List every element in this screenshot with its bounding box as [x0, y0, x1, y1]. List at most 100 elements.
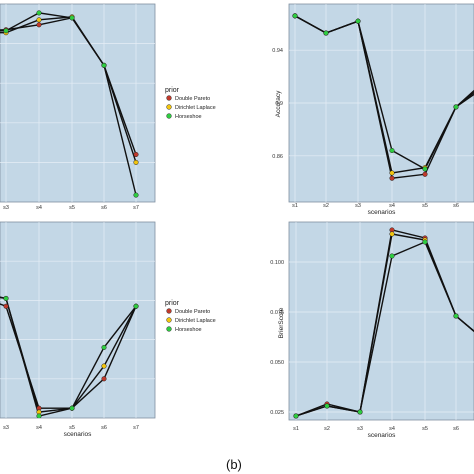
data-point — [324, 403, 330, 409]
data-point — [355, 18, 361, 24]
data-point — [133, 303, 139, 309]
x-tick-label: s1 — [293, 426, 299, 432]
y-tick-label: 0.94 — [272, 48, 283, 54]
y-axis-title: BrierScore — [278, 307, 285, 338]
legend-entry-label: Double Pareto — [175, 309, 210, 315]
legend-top: prior Double Pareto Dirichlet Laplace Hors… — [165, 87, 216, 120]
series-line — [0, 303, 137, 409]
data-point — [422, 239, 428, 245]
data-point — [36, 22, 42, 28]
legend-marker — [166, 95, 172, 101]
data-point — [101, 363, 107, 369]
x-tick-label: s3 — [357, 426, 363, 432]
legend-marker — [166, 113, 172, 119]
x-tick-label: s6 — [453, 203, 459, 209]
x-tick-label: s3 — [3, 425, 9, 431]
x-tick-label: s6 — [101, 425, 107, 431]
data-point — [101, 376, 107, 382]
series-line — [0, 12, 137, 196]
series-group — [292, 13, 474, 181]
legend-marker — [166, 317, 172, 323]
data-point — [389, 147, 395, 154]
legend-marker — [166, 308, 172, 314]
x-tick-label: s6 — [101, 205, 107, 211]
plot-background — [0, 221, 156, 419]
x-tick-label: s2 — [324, 426, 330, 432]
series-group — [0, 10, 139, 198]
data-point — [453, 313, 459, 319]
data-point — [3, 295, 9, 301]
x-tick-label: s3 — [3, 205, 9, 211]
data-point — [133, 151, 139, 158]
figure-caption: (b) — [226, 457, 242, 472]
x-tick-label: s5 — [69, 425, 75, 431]
series-group — [0, 295, 139, 418]
series-line — [0, 296, 137, 417]
x-tick-label: s2 — [323, 203, 329, 209]
data-point — [389, 253, 395, 259]
legend-marker — [166, 326, 172, 332]
legend-bottom: prior Double Pareto Dirichlet Laplace Hors… — [165, 300, 216, 333]
data-point — [422, 171, 428, 177]
y-axis-title: Accuracy — [275, 90, 282, 117]
plot-background — [0, 3, 156, 203]
legend-entry-label: Double Pareto — [175, 96, 210, 102]
data-point — [3, 303, 9, 309]
x-tick-label: s5 — [422, 203, 428, 209]
legend-entry-label: Dirichlet Laplace — [175, 318, 216, 324]
data-point — [133, 159, 139, 165]
data-point — [69, 15, 75, 21]
data-point — [69, 405, 75, 411]
x-tick-label: s7 — [133, 205, 139, 211]
x-tick-label: s3 — [355, 203, 361, 209]
series-line — [0, 16, 137, 163]
x-tick-label: s4 — [389, 203, 395, 209]
data-point — [101, 344, 107, 350]
chart-panel-top-left: s3 s4 s5 s6 s7 — [0, 3, 156, 211]
legend-entry-label: Dirichlet Laplace — [175, 105, 216, 111]
legend-marker — [166, 104, 172, 110]
y-tick-label: 0.050 — [270, 360, 284, 366]
data-point — [36, 10, 42, 16]
y-tick-label: 0.9 — [275, 101, 283, 107]
legend-title: prior — [165, 300, 180, 307]
chart-panel-top-right: 0.86 0.9 0.94 s1 s2 s3 s4 s5 s6 scenarios Accuracy — [272, 3, 474, 216]
data-point — [133, 192, 139, 198]
data-point — [389, 231, 395, 237]
y-tick-label: 0.86 — [272, 154, 283, 160]
x-axis-title: scenarios — [64, 431, 93, 438]
x-tick-label: s4 — [36, 425, 42, 431]
chart-panel-bottom-right: 0.025 0.050 0.075 0.100 s1 s2 s3 s4 s5 s6 scenario… — [270, 221, 474, 439]
data-point — [292, 13, 298, 19]
x-axis-title: scenarios — [368, 432, 397, 439]
chart-panel-bottom-left: s3 s4 s5 s6 s7 scenarios — [0, 221, 156, 438]
x-tick-label: s4 — [36, 205, 42, 211]
x-tick-label: s5 — [69, 205, 75, 211]
data-point — [422, 166, 428, 172]
data-point — [389, 170, 395, 176]
x-tick-label: s6 — [453, 426, 459, 432]
data-point — [389, 175, 395, 181]
y-tick-label: 0.025 — [270, 410, 284, 416]
data-point — [453, 104, 459, 110]
y-tick-label: 0.100 — [270, 260, 284, 266]
x-tick-label: s7 — [133, 425, 139, 431]
legend-entry-label: Horseshoe — [175, 114, 202, 120]
data-point — [36, 17, 42, 23]
plot-background — [288, 221, 474, 421]
x-tick-label: s1 — [292, 203, 298, 209]
legend-entry-label: Horseshoe — [175, 327, 202, 333]
x-tick-label: s4 — [389, 426, 395, 432]
data-point — [36, 413, 42, 418]
x-tick-label: s5 — [422, 426, 428, 432]
data-point — [3, 28, 9, 34]
data-point — [357, 409, 363, 415]
series-group — [293, 227, 474, 419]
x-axis-title: scenarios — [368, 209, 397, 216]
legend-title: prior — [165, 87, 180, 94]
y-tick-label: 0.075 — [270, 310, 284, 316]
data-point — [293, 413, 299, 419]
data-point — [323, 30, 329, 36]
data-point — [101, 62, 107, 68]
